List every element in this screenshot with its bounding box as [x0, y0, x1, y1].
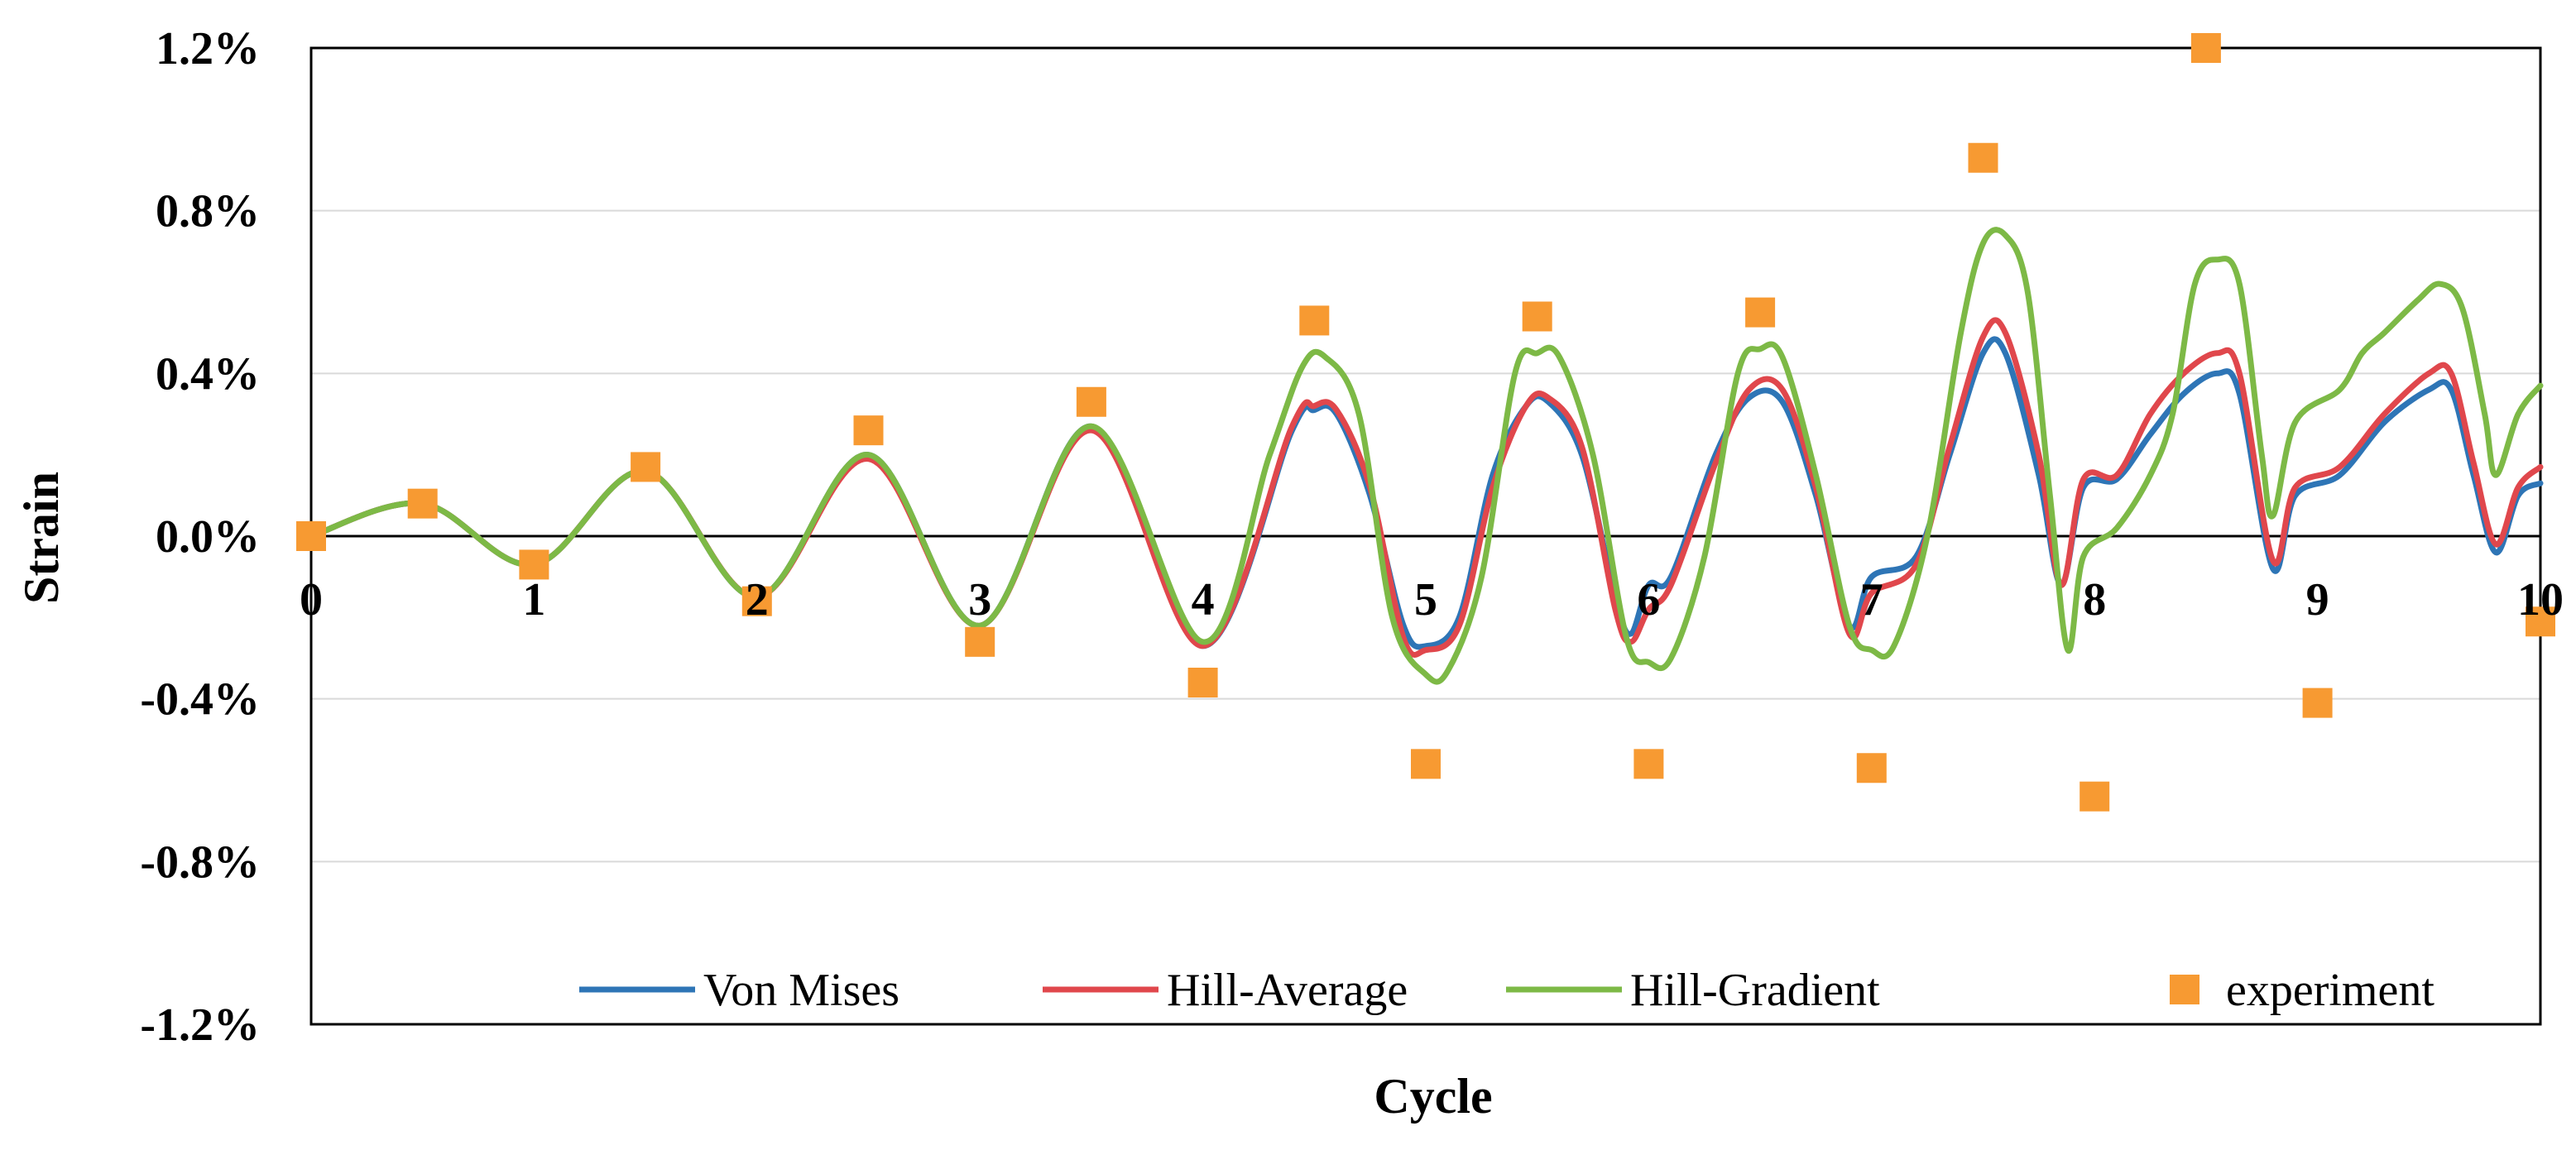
x-tick-label: 8	[2083, 574, 2106, 625]
experiment-point	[1076, 386, 1106, 417]
series-group	[308, 227, 2544, 685]
x-tick-label: 3	[968, 574, 991, 625]
x-tick-label: 5	[1414, 574, 1437, 625]
experiment-markers	[296, 33, 2555, 812]
y-tick-label: 0.8%	[156, 186, 260, 237]
experiment-point	[1856, 753, 1887, 784]
experiment-point	[1411, 749, 1441, 779]
experiment-point	[1299, 305, 1330, 336]
experiment-point	[2526, 606, 2555, 637]
experiment-point	[296, 521, 326, 551]
y-tick-labels: 1.2% 0.8% 0.4% 0.0% -0.4% -0.8% -1.2%	[140, 23, 260, 1051]
experiment-point	[1187, 668, 1218, 697]
x-tick-label: 0	[300, 574, 323, 625]
y-tick-label: -0.4%	[140, 674, 260, 726]
legend-swatch-experiment	[2170, 975, 2199, 1004]
series-line-hill-gradient	[308, 227, 2544, 685]
gridlines	[311, 209, 2540, 863]
y-tick-label: -0.8%	[140, 836, 260, 888]
x-tick-label: 1	[522, 574, 545, 625]
x-tick-label: 7	[1860, 574, 1883, 625]
experiment-point	[2190, 33, 2221, 63]
experiment-point	[2080, 781, 2110, 812]
legend-label: Hill-Gradient	[1630, 965, 1880, 1016]
y-axis-title: Strain	[14, 472, 69, 604]
y-tick-label: 0.4%	[156, 348, 260, 400]
experiment-point	[741, 586, 772, 616]
y-tick-label: 1.2%	[156, 23, 260, 74]
x-tick-label: 9	[2306, 574, 2329, 625]
x-tick-label: 4	[1192, 574, 1215, 625]
x-tick-label: 2	[746, 574, 769, 625]
x-axis-title: Cycle	[1374, 1069, 1492, 1124]
legend-label: Von Mises	[703, 965, 899, 1016]
legend: Von Mises Hill-Average Hill-Gradient experi…	[579, 965, 2434, 1016]
experiment-point	[965, 626, 995, 657]
legend-label: Hill-Average	[1167, 965, 1408, 1016]
experiment-point	[1633, 749, 1664, 779]
experiment-point	[1522, 301, 1552, 332]
x-tick-label: 10	[2517, 574, 2564, 625]
experiment-point	[1968, 142, 1998, 173]
experiment-point	[1745, 297, 1776, 328]
y-tick-label: -1.2%	[140, 999, 260, 1051]
experiment-point	[631, 452, 661, 482]
x-tick-labels: 0 1 2 3 4 5 6 7 8 9 10	[300, 574, 2564, 625]
experiment-point	[853, 415, 884, 446]
legend-label: experiment	[2226, 965, 2434, 1016]
x-tick-label: 6	[1637, 574, 1660, 625]
experiment-point	[2302, 688, 2333, 718]
experiment-point	[407, 488, 438, 519]
experiment-point	[519, 549, 549, 580]
y-tick-label: 0.0%	[156, 511, 260, 563]
